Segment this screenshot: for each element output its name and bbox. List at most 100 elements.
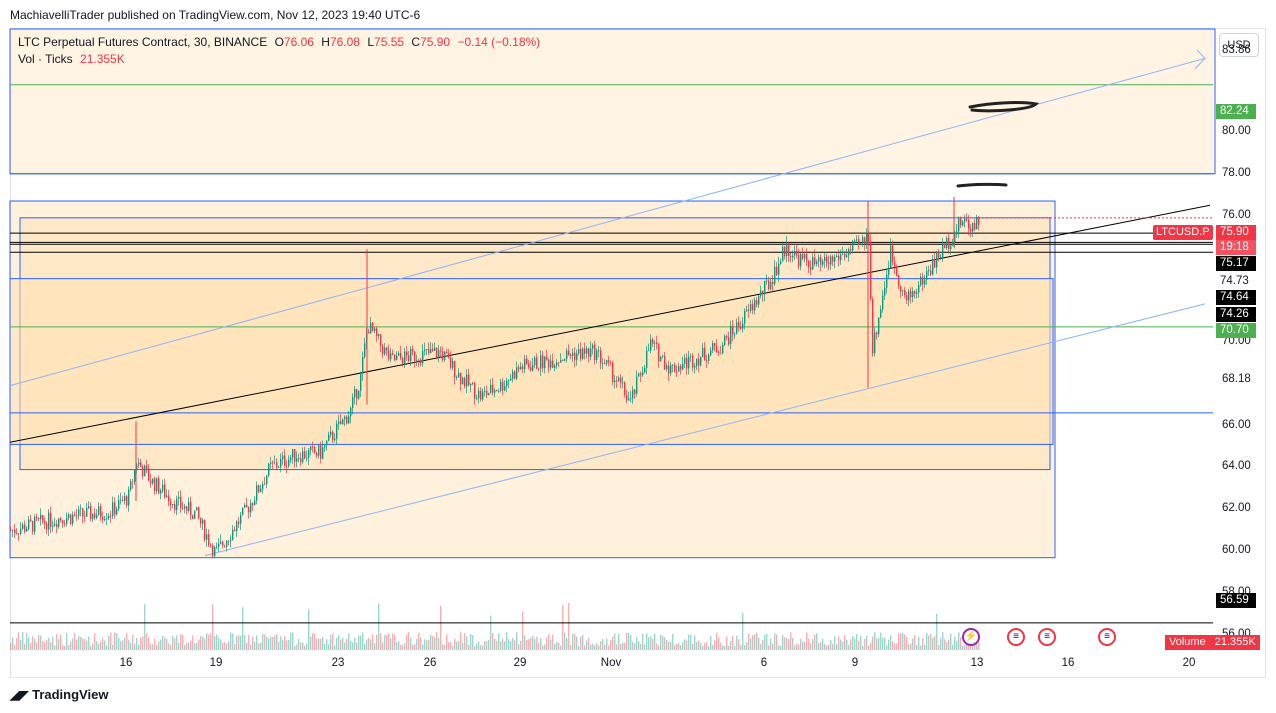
volume-bar	[142, 636, 144, 650]
candle-body	[812, 257, 814, 270]
candle-body	[300, 458, 302, 463]
price-tag: 75.90	[1216, 225, 1256, 240]
us-flag-event-icon[interactable]: ≡	[1038, 628, 1056, 646]
candle-body	[478, 390, 480, 399]
volume-bar	[842, 641, 844, 650]
candle-body	[496, 390, 498, 391]
volume-bar	[102, 638, 104, 650]
candle-body	[644, 368, 646, 373]
volume-bar	[594, 645, 596, 650]
candle-body	[178, 496, 180, 499]
candle-body	[910, 291, 912, 298]
currency-button[interactable]: USD	[1219, 33, 1259, 57]
candle-body	[664, 356, 666, 370]
volume-bar	[320, 638, 322, 650]
candle-body	[964, 218, 966, 222]
candle-body	[230, 539, 232, 541]
candle-body	[962, 221, 964, 226]
candle-body	[312, 446, 314, 448]
price-tick-label: 83.86	[1222, 43, 1251, 56]
volume-bar	[44, 642, 46, 650]
candle-body	[142, 466, 144, 477]
volume-bar	[676, 643, 678, 650]
candle-body	[704, 347, 706, 361]
volume-bar	[516, 632, 518, 650]
volume-bar	[488, 639, 490, 650]
symbol-legend[interactable]: LTC Perpetual Futures Contract, 30, BINA…	[18, 35, 540, 49]
volume-bar	[724, 645, 726, 650]
volume-bar	[784, 637, 786, 650]
candle-body	[786, 242, 788, 257]
candle-body	[176, 498, 178, 511]
volume-bar	[586, 640, 588, 650]
volume-bar	[70, 641, 72, 650]
volume-bar	[706, 641, 708, 650]
candle-body	[270, 462, 272, 464]
candle-body	[304, 451, 306, 459]
candle-body	[694, 366, 696, 368]
volume-bar	[646, 633, 648, 650]
candle-body	[174, 504, 176, 511]
volume-bar	[360, 635, 362, 650]
volume-legend[interactable]: Vol · Ticks 21.355K	[18, 52, 125, 66]
volume-bar	[780, 645, 782, 650]
volume-bar	[622, 642, 624, 650]
candle-body	[46, 523, 48, 530]
candle-body	[796, 250, 798, 255]
us-flag-event-icon[interactable]: ≡	[1007, 628, 1025, 646]
tradingview-logo[interactable]: ◢◤ TradingView	[10, 687, 108, 702]
candle-body	[234, 529, 236, 532]
candle-body	[48, 512, 50, 530]
candle-body	[884, 287, 886, 296]
volume-bar	[42, 640, 44, 650]
candle-body	[120, 499, 122, 501]
candle-body	[26, 528, 28, 532]
lightning-event-icon[interactable]: ⚡	[962, 628, 980, 646]
volume-bar	[64, 645, 66, 650]
candle-body	[698, 358, 700, 366]
candle-body	[460, 372, 462, 385]
volume-bar	[648, 637, 650, 650]
volume-bar	[920, 645, 922, 650]
candle-body	[860, 242, 862, 245]
volume-bar	[626, 632, 628, 650]
volume-bar	[308, 609, 310, 650]
volume-bar	[834, 636, 836, 650]
volume-bar	[730, 641, 732, 650]
candle-body	[678, 365, 680, 372]
volume-bar	[458, 641, 460, 650]
volume-bar	[848, 644, 850, 650]
volume-bar	[196, 642, 198, 650]
volume-bar	[156, 644, 158, 650]
candle-body	[170, 501, 172, 506]
volume-bar	[302, 642, 304, 650]
candle-body	[738, 322, 740, 327]
candle-body	[136, 464, 138, 470]
volume-bar	[526, 639, 528, 650]
candle-body	[362, 357, 364, 374]
candle-body	[166, 495, 168, 498]
change-value: −0.14 (−0.18%)	[457, 35, 541, 49]
candle-body	[526, 358, 528, 364]
candle-body	[790, 256, 792, 258]
price-tag: 74.26	[1216, 307, 1256, 322]
candle-body	[228, 540, 230, 542]
candle-body	[814, 257, 816, 265]
candle-body	[428, 349, 430, 353]
candle-body	[938, 251, 940, 258]
candle-body	[114, 502, 116, 515]
volume-bar	[256, 635, 258, 650]
candle-body	[582, 348, 584, 359]
candle-body	[220, 541, 222, 544]
candle-body	[754, 300, 756, 311]
volume-bar	[508, 639, 510, 650]
volume-bar	[32, 636, 34, 650]
us-flag-event-icon[interactable]: ≡	[1098, 628, 1116, 646]
candle-body	[762, 290, 764, 295]
open-value: 76.06	[283, 35, 314, 49]
volume-bar	[878, 637, 880, 650]
candle-body	[970, 228, 972, 232]
candle-body	[72, 514, 74, 524]
volume-bar	[546, 637, 548, 650]
